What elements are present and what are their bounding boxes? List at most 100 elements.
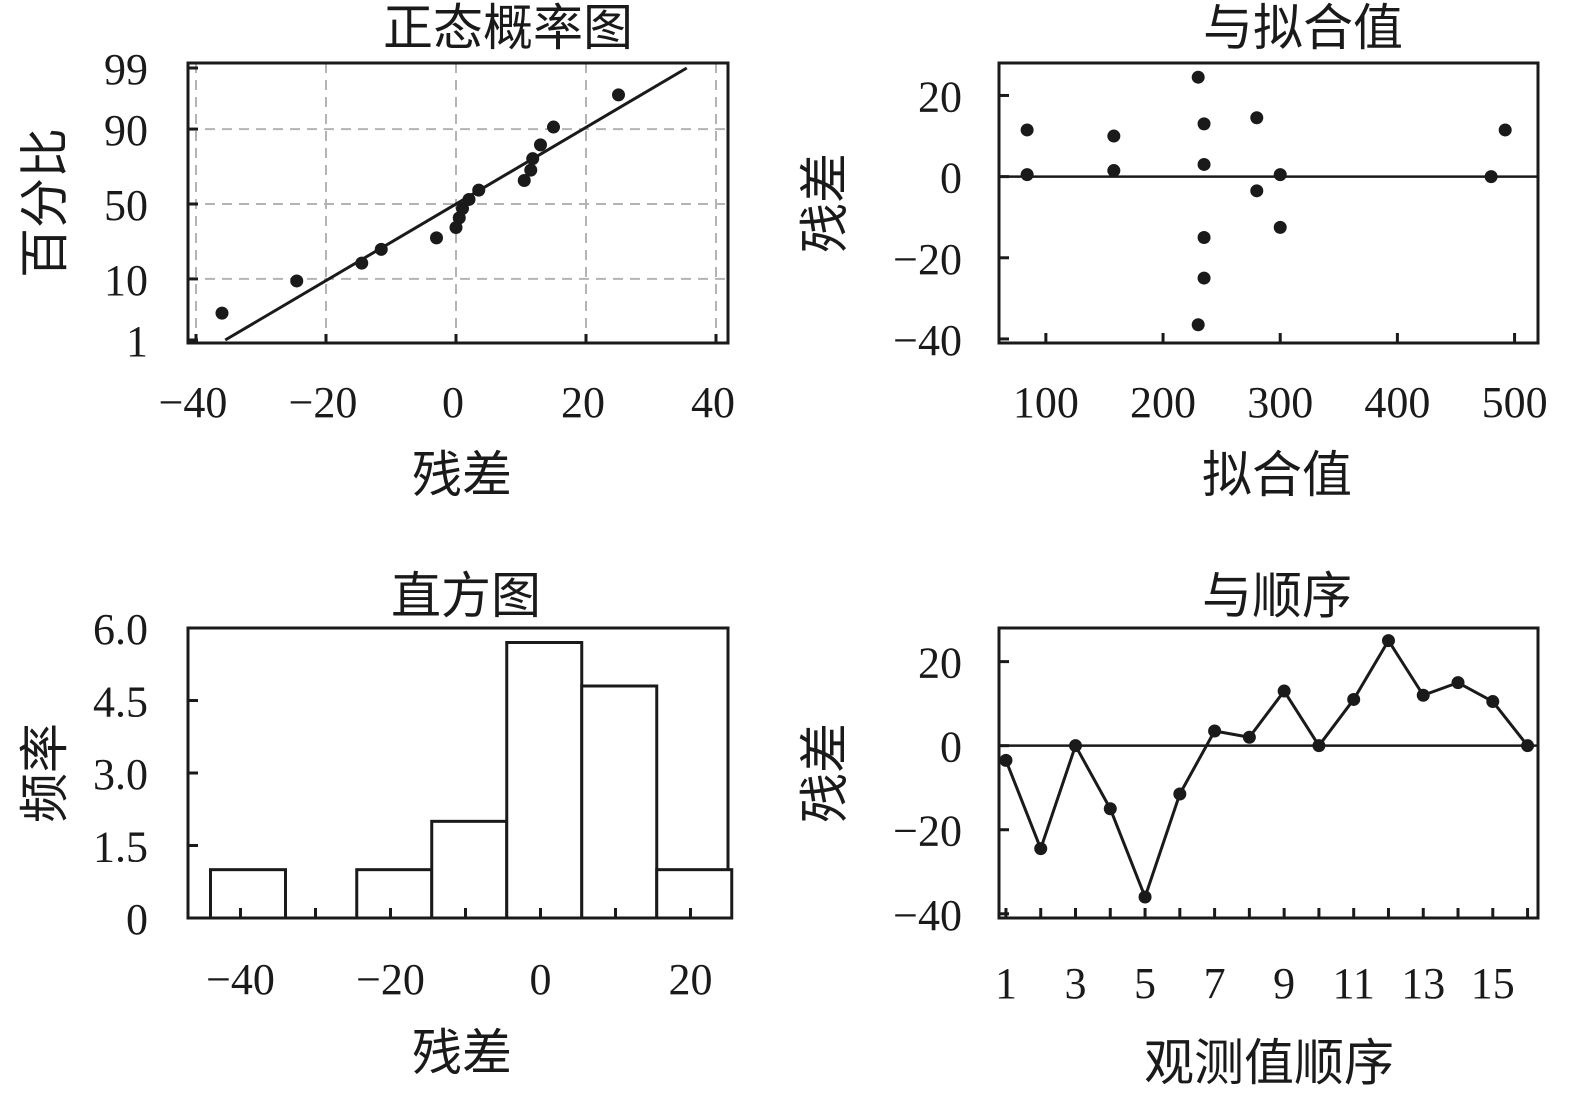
histogram-y-label: 频率 (17, 723, 73, 823)
order-y-tick-label: 20 (918, 639, 962, 688)
order-x-tick-label: 11 (1333, 959, 1375, 1008)
normal-point (472, 183, 486, 197)
normal-point (526, 152, 540, 166)
order-y-tick-label: −20 (893, 807, 962, 856)
histogram-x-tick-label: −40 (206, 955, 275, 1004)
normal-point (547, 120, 560, 134)
order-y-tick-label: 0 (940, 723, 962, 772)
normal-y-tick-label: 1 (126, 317, 148, 366)
normal-x-tick-label: 40 (691, 378, 735, 427)
order-x-tick-label: 3 (1065, 959, 1087, 1008)
fits-point (1273, 168, 1287, 182)
fits-point (1250, 111, 1264, 125)
order-x-tick-label: 15 (1471, 959, 1515, 1008)
fits-plot-axes: 100 200 300 400 500 −40 −20 0 20 (893, 72, 1547, 427)
fits-point (1250, 184, 1264, 198)
fits-point (1273, 220, 1287, 234)
fits-plot-title: 与拟合值 (1203, 0, 1403, 56)
order-point (1277, 684, 1291, 698)
normal-x-tick-label: −40 (159, 378, 228, 427)
fits-point (1498, 123, 1512, 137)
order-x-tick-label: 13 (1401, 959, 1445, 1008)
histogram-y-tick-label: 1.5 (93, 823, 148, 872)
order-point (1416, 688, 1430, 702)
order-point (1486, 695, 1500, 709)
histogram-bar (505, 641, 584, 920)
normal-point (374, 242, 388, 256)
order-point (1069, 739, 1083, 753)
fits-plot-marks (999, 70, 1538, 332)
fits-point (1197, 230, 1211, 244)
histogram-x-tick-label: −20 (356, 955, 425, 1004)
fits-plot-y-label: 残差 (797, 153, 853, 253)
histogram-x-tick-label: 0 (530, 955, 552, 1004)
order-point (1208, 724, 1222, 738)
histogram-axes: −40 −20 0 20 0 1.5 3.0 4.5 6.0 (93, 605, 713, 1004)
order-point (999, 753, 1013, 767)
fits-y-tick-label: 0 (940, 154, 962, 203)
histogram-bar (580, 684, 659, 920)
histogram-x-tick-label: 20 (669, 955, 713, 1004)
order-x-tick-label: 1 (995, 959, 1017, 1008)
normal-point (534, 138, 547, 152)
fits-y-tick-label: −40 (893, 316, 962, 365)
histogram-bar (430, 819, 509, 920)
normal-point (524, 163, 538, 177)
normal-plot-x-label: 残差 (412, 447, 512, 503)
histogram-y-tick-label: 0 (126, 895, 148, 944)
normal-point (456, 202, 469, 216)
order-x-tick-label: 9 (1273, 959, 1295, 1008)
fits-x-tick-label: 400 (1364, 378, 1430, 427)
order-plot-title: 与顺序 (1202, 568, 1352, 624)
normal-point (355, 256, 369, 270)
order-point (1173, 787, 1187, 801)
histogram-marks (209, 641, 734, 920)
normal-plot-axes: −40 −20 0 20 40 1 10 50 90 99 (104, 45, 735, 427)
fits-x-tick-label: 200 (1130, 378, 1196, 427)
fits-point (1197, 117, 1211, 131)
order-plot-x-label: 观测值顺序 (1144, 1035, 1394, 1091)
fits-x-tick-label: 500 (1482, 378, 1548, 427)
order-point (1103, 802, 1117, 816)
order-point (1242, 730, 1256, 744)
histogram-bar (355, 868, 434, 920)
order-point (1347, 692, 1361, 706)
fits-point (1197, 271, 1211, 285)
normal-point (290, 274, 304, 288)
panel-versus-fits: 与拟合值 拟合值 残差 100 200 300 400 500 −40 −20 0 20 (797, 0, 1548, 503)
fits-y-tick-label: 20 (918, 72, 962, 121)
order-point (1521, 739, 1535, 753)
order-point (1138, 890, 1152, 904)
normal-fit-line (224, 66, 688, 342)
histogram-y-tick-label: 3.0 (93, 750, 148, 799)
histogram-bar (655, 868, 734, 920)
order-plot-y-label: 残差 (797, 723, 853, 823)
normal-point (517, 174, 531, 188)
histogram-title: 直方图 (391, 568, 541, 624)
fits-point (1020, 168, 1034, 182)
normal-point (462, 192, 476, 206)
order-point (1312, 739, 1326, 753)
histogram-y-tick-label: 6.0 (93, 605, 148, 654)
order-x-tick-label: 7 (1204, 959, 1226, 1008)
fits-point (1197, 157, 1211, 171)
order-x-tick-label: 5 (1134, 959, 1156, 1008)
order-plot-frame (997, 626, 1540, 920)
normal-plot-title: 正态概率图 (383, 0, 633, 56)
normal-y-tick-label: 50 (104, 181, 148, 230)
fits-plot-x-label: 拟合值 (1202, 447, 1352, 503)
order-plot-marks (999, 634, 1538, 904)
normal-point (430, 231, 443, 245)
order-point (1381, 634, 1395, 648)
normal-y-tick-label: 90 (104, 106, 148, 155)
fits-y-tick-label: −20 (893, 235, 962, 284)
fits-point (1191, 318, 1205, 332)
normal-x-tick-label: 0 (442, 378, 464, 427)
fits-x-tick-label: 300 (1247, 378, 1313, 427)
histogram-bar (209, 868, 287, 920)
fits-x-tick-label: 100 (1013, 378, 1079, 427)
normal-plot-y-label: 百分比 (17, 128, 73, 278)
